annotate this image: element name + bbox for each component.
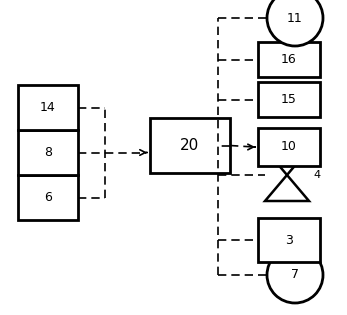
Text: 20: 20 — [180, 138, 200, 153]
Bar — [258, 42, 320, 77]
Circle shape — [267, 0, 323, 46]
Text: 10: 10 — [281, 140, 297, 153]
Text: 4: 4 — [313, 170, 320, 180]
Text: 14: 14 — [40, 101, 56, 114]
Text: 6: 6 — [44, 191, 52, 204]
Polygon shape — [265, 175, 309, 201]
Text: 8: 8 — [44, 146, 52, 159]
Text: 7: 7 — [291, 268, 299, 282]
Text: 3: 3 — [285, 233, 293, 247]
Polygon shape — [265, 149, 309, 175]
Bar — [258, 218, 320, 262]
Text: 15: 15 — [281, 93, 297, 106]
Bar — [18, 175, 78, 220]
Bar — [18, 85, 78, 130]
Circle shape — [267, 247, 323, 303]
Bar — [258, 82, 320, 117]
Text: 11: 11 — [287, 12, 303, 25]
Text: 16: 16 — [281, 53, 297, 66]
Bar — [258, 128, 320, 166]
Bar — [150, 118, 230, 173]
Bar — [18, 130, 78, 175]
